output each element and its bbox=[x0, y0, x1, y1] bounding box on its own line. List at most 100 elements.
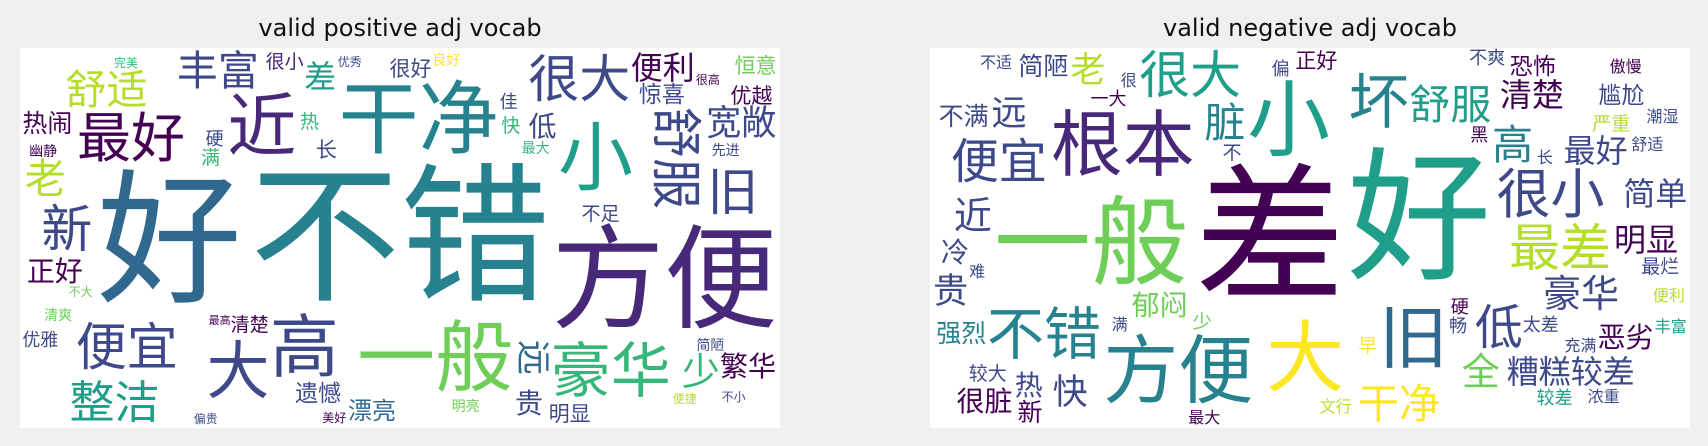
word-1-7: 旧 bbox=[1378, 299, 1448, 380]
word-1-63: 丰富 bbox=[1654, 316, 1687, 336]
word-1-38: 简陋 bbox=[1018, 51, 1069, 81]
word-1-68: 难 bbox=[969, 262, 986, 282]
word-1-18: 近 bbox=[953, 194, 992, 239]
word-1-25: 最好 bbox=[1563, 131, 1628, 170]
positive-wordcloud: 不错好 方便 干净 一般 小高 近大 豪华 最好 很大 舒服 便宜 新 旧整洁 丰富 舒适老少 宽敞远 便利 漂亮… bbox=[20, 48, 780, 428]
word-1-17: 豪华 bbox=[1543, 272, 1620, 317]
word-1-29: 老 bbox=[1070, 51, 1106, 92]
word-0-31: 惊喜 bbox=[638, 81, 685, 108]
word-1-22: 快 bbox=[1052, 372, 1088, 413]
word-1-66: 傲慢 bbox=[1609, 56, 1642, 76]
negative-wordcloud-title: valid negative adj vocab bbox=[1163, 14, 1457, 42]
word-0-2: 方便 bbox=[551, 214, 778, 347]
word-1-32: 恶劣 bbox=[1597, 321, 1654, 355]
word-0-37: 优越 bbox=[730, 84, 773, 109]
word-1-27: 明显 bbox=[1613, 221, 1678, 260]
word-1-52: 早 bbox=[1358, 334, 1378, 357]
word-1-36: 强烈 bbox=[936, 319, 987, 349]
word-1-34: 很脏 bbox=[956, 385, 1013, 419]
word-0-49: 先进 bbox=[711, 142, 740, 159]
word-0-59: 便捷 bbox=[672, 392, 697, 407]
word-1-23: 贵 bbox=[933, 271, 969, 312]
positive-wordcloud-panel: valid positive adj vocab 不错好 方便 干净 一般 小高 近大 豪华… bbox=[20, 0, 780, 446]
word-1-43: 较大 bbox=[968, 363, 1007, 386]
word-0-26: 远 bbox=[512, 339, 553, 375]
word-1-6: 根本 bbox=[1050, 103, 1195, 188]
word-1-60: 不适 bbox=[979, 53, 1012, 73]
word-1-35: 热 bbox=[1014, 368, 1043, 402]
word-0-15: 整洁 bbox=[69, 375, 160, 428]
word-1-3: 小 bbox=[1247, 71, 1331, 169]
word-0-46: 优雅 bbox=[22, 330, 59, 352]
word-0-44: 恒意 bbox=[734, 54, 777, 79]
word-0-6: 高 bbox=[269, 307, 339, 388]
word-1-49: 较差 bbox=[1536, 388, 1573, 410]
word-0-34: 清楚 bbox=[230, 313, 269, 336]
word-0-53: 幽静 bbox=[29, 144, 58, 161]
word-1-50: 不 bbox=[1222, 141, 1242, 164]
word-1-30: 简单 bbox=[1623, 174, 1688, 213]
word-0-20: 少 bbox=[681, 350, 720, 395]
word-0-9: 大 bbox=[206, 335, 270, 409]
word-1-46: 一大 bbox=[1090, 89, 1127, 111]
word-0-54: 最高 bbox=[208, 314, 231, 328]
word-0-3: 干净 bbox=[338, 73, 499, 167]
word-1-15: 舒服 bbox=[1409, 81, 1492, 130]
word-0-27: 差 bbox=[304, 57, 337, 96]
word-0-55: 优秀 bbox=[337, 55, 362, 70]
word-1-13: 低 bbox=[1474, 299, 1523, 356]
word-1-9: 很小 bbox=[1496, 163, 1605, 227]
word-1-58: 最大 bbox=[1188, 407, 1221, 427]
word-1-21: 全 bbox=[1461, 349, 1500, 394]
word-1-56: 偏 bbox=[1271, 58, 1290, 80]
word-1-39: 新 bbox=[1017, 398, 1043, 428]
word-1-10: 坏 bbox=[1348, 68, 1409, 139]
word-1-40: 恐怖 bbox=[1509, 54, 1556, 81]
word-1-31: 郁闷 bbox=[1131, 289, 1188, 323]
word-0-38: 很小 bbox=[265, 51, 304, 74]
word-0-10: 最好 bbox=[77, 106, 185, 170]
word-1-45: 最烂 bbox=[1641, 255, 1680, 278]
word-1-19: 脏 bbox=[1204, 98, 1246, 147]
negative-wordcloud-panel: valid negative adj vocab 差好一般小大方便 根本旧坏不错很… bbox=[930, 0, 1690, 446]
word-0-56: 美好 bbox=[322, 410, 347, 425]
word-1-57: 文行 bbox=[1319, 396, 1352, 416]
word-0-14: 新 bbox=[41, 201, 93, 261]
word-0-13: 便宜 bbox=[75, 318, 178, 378]
word-0-36: 贵 bbox=[515, 387, 544, 421]
word-0-8: 豪华 bbox=[550, 336, 671, 407]
word-1-51: 少 bbox=[1192, 311, 1212, 334]
word-0-47: 硬 bbox=[205, 128, 224, 150]
word-0-23: 漂亮 bbox=[347, 396, 396, 425]
word-1-53: 硬 bbox=[1450, 296, 1469, 318]
word-0-0: 不错 bbox=[250, 151, 551, 325]
word-0-22: 便利 bbox=[630, 48, 695, 87]
word-0-29: 不足 bbox=[581, 202, 620, 225]
negative-wordcloud: 差好 一般小大方便 根本旧 坏不错 很小 很大 最差低 便宜 舒服 干净 脏 高豪华 近全快 贵 远 老清楚最… bbox=[930, 48, 1690, 428]
word-0-12: 舒服 bbox=[645, 107, 705, 210]
word-0-45: 明亮 bbox=[451, 398, 480, 415]
word-0-21: 宽敞 bbox=[706, 104, 777, 145]
word-0-32: 很好 bbox=[389, 57, 432, 82]
word-0-50: 佳 bbox=[499, 92, 518, 114]
word-0-11: 很大 bbox=[528, 51, 631, 111]
word-1-62: 便利 bbox=[1652, 286, 1685, 306]
word-1-69: 很 bbox=[1120, 70, 1137, 90]
word-1-64: 浓重 bbox=[1587, 386, 1620, 406]
word-0-61: 很高 bbox=[695, 73, 720, 88]
word-0-28: 热闹 bbox=[22, 108, 73, 138]
word-1-55: 黑 bbox=[1470, 125, 1489, 147]
word-1-37: 不满 bbox=[938, 102, 989, 132]
word-1-54: 畅 bbox=[1449, 315, 1468, 337]
word-1-4: 大 bbox=[1266, 314, 1345, 405]
word-0-35: 低 bbox=[528, 109, 557, 143]
word-1-33: 冷 bbox=[941, 235, 970, 269]
word-0-58: 偏贵 bbox=[193, 412, 218, 427]
word-0-60: 完美 bbox=[113, 56, 138, 71]
word-0-4: 一般 bbox=[357, 314, 514, 405]
word-1-61: 舒适 bbox=[1631, 135, 1664, 155]
word-0-16: 丰富 bbox=[176, 48, 259, 96]
word-0-48: 良好 bbox=[432, 53, 461, 70]
word-1-42: 正好 bbox=[1295, 48, 1338, 73]
word-0-25: 繁华 bbox=[720, 350, 777, 384]
